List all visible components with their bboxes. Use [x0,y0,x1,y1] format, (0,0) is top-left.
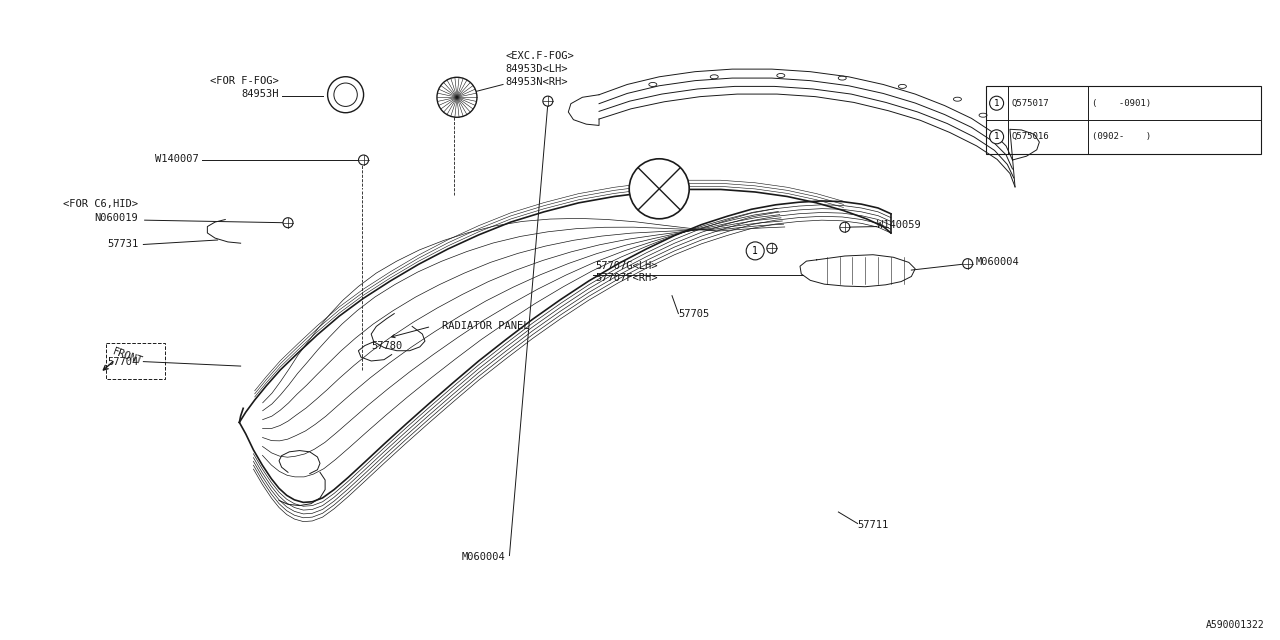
Circle shape [963,259,973,269]
Bar [986,86,1261,154]
Circle shape [989,96,1004,110]
Text: 84953N<RH>: 84953N<RH> [506,77,568,87]
Text: 57707G<LH>: 57707G<LH> [595,260,658,271]
Text: 84953D<LH>: 84953D<LH> [506,64,568,74]
Text: <FOR C6,HID>: <FOR C6,HID> [63,198,138,209]
Circle shape [840,222,850,232]
Text: M060004: M060004 [975,257,1019,268]
Circle shape [989,130,1004,144]
Text: 57707F<RH>: 57707F<RH> [595,273,658,284]
Text: 57780: 57780 [371,340,402,351]
Circle shape [630,159,689,219]
Text: 57704: 57704 [108,356,138,367]
Text: Q575016: Q575016 [1011,132,1050,141]
Text: <EXC.F-FOG>: <EXC.F-FOG> [506,51,575,61]
Text: 57711: 57711 [858,520,888,530]
Text: RADIATOR PANEL: RADIATOR PANEL [442,321,529,332]
Circle shape [543,96,553,106]
Text: FRONT: FRONT [111,347,145,367]
Text: 57731: 57731 [108,239,138,250]
Text: 1: 1 [753,246,758,256]
Text: 1: 1 [993,132,1000,141]
Text: 1: 1 [993,99,1000,108]
Text: <FOR F-FOG>: <FOR F-FOG> [210,76,279,86]
Text: 84953H: 84953H [242,89,279,99]
Circle shape [746,242,764,260]
Text: M060004: M060004 [462,552,506,562]
Text: A590001322: A590001322 [1206,620,1265,630]
Circle shape [328,77,364,113]
Circle shape [283,218,293,228]
Text: W140059: W140059 [877,220,920,230]
Text: N060019: N060019 [95,212,138,223]
Text: 57705: 57705 [678,308,709,319]
Text: W140007: W140007 [155,154,198,164]
Circle shape [767,243,777,253]
Text: (    -0901): ( -0901) [1092,99,1151,108]
Circle shape [436,77,477,117]
Text: (0902-    ): (0902- ) [1092,132,1151,141]
Text: Q575017: Q575017 [1011,99,1050,108]
Circle shape [358,155,369,165]
